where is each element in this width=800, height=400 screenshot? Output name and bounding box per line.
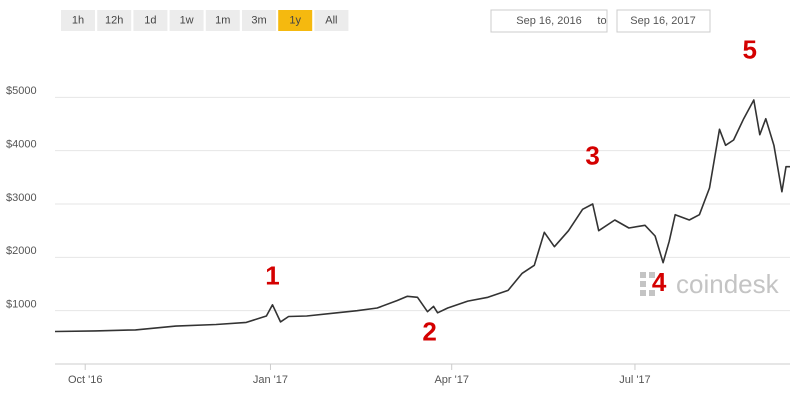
range-button-label: 1y: [289, 14, 301, 26]
annotation: 3: [585, 140, 599, 170]
range-button-label: 12h: [105, 14, 123, 26]
y-tick-label: $5000: [6, 85, 37, 97]
y-tick-label: $3000: [6, 192, 37, 204]
watermark: coindesk: [676, 269, 780, 299]
y-tick-label: $1000: [6, 299, 37, 311]
watermark-logo: [640, 272, 655, 296]
range-button[interactable]: [133, 10, 168, 31]
range-button[interactable]: [278, 10, 313, 31]
annotation: 5: [742, 34, 756, 64]
price-line: [54, 99, 790, 333]
range-button-label: All: [325, 14, 337, 26]
annotation: 2: [422, 316, 436, 346]
range-button-label: 3m: [251, 14, 266, 26]
x-tick-label: Jul '17: [619, 374, 650, 386]
date-to-box[interactable]: [616, 9, 711, 33]
range-button[interactable]: [61, 10, 95, 31]
y-tick-label: $4000: [6, 139, 37, 151]
range-button-label: 1d: [144, 14, 156, 26]
x-tick-label: Jan '17: [253, 374, 288, 386]
range-button-label: 1w: [180, 14, 194, 26]
range-buttons: 1h 12h 1d 1w 1m 3m 1y All: [61, 10, 349, 31]
range-button[interactable]: [169, 10, 204, 31]
range-button[interactable]: [242, 10, 276, 31]
date-from-box[interactable]: [490, 9, 608, 33]
date-from: Sep 16, 2016: [516, 15, 581, 27]
annotation: 4: [652, 267, 667, 297]
x-tick-label: Apr '17: [434, 374, 469, 386]
range-button[interactable]: [314, 10, 349, 31]
to-label: to: [597, 15, 606, 27]
y-tick-label: $2000: [6, 245, 37, 257]
range-button-label: 1h: [72, 14, 84, 26]
range-button[interactable]: [205, 10, 240, 31]
date-to: Sep 16, 2017: [630, 15, 695, 27]
annotation: 1: [265, 260, 279, 290]
x-tick-label: Oct '16: [68, 374, 103, 386]
range-button[interactable]: [97, 10, 132, 31]
range-button-label: 1m: [215, 14, 230, 26]
